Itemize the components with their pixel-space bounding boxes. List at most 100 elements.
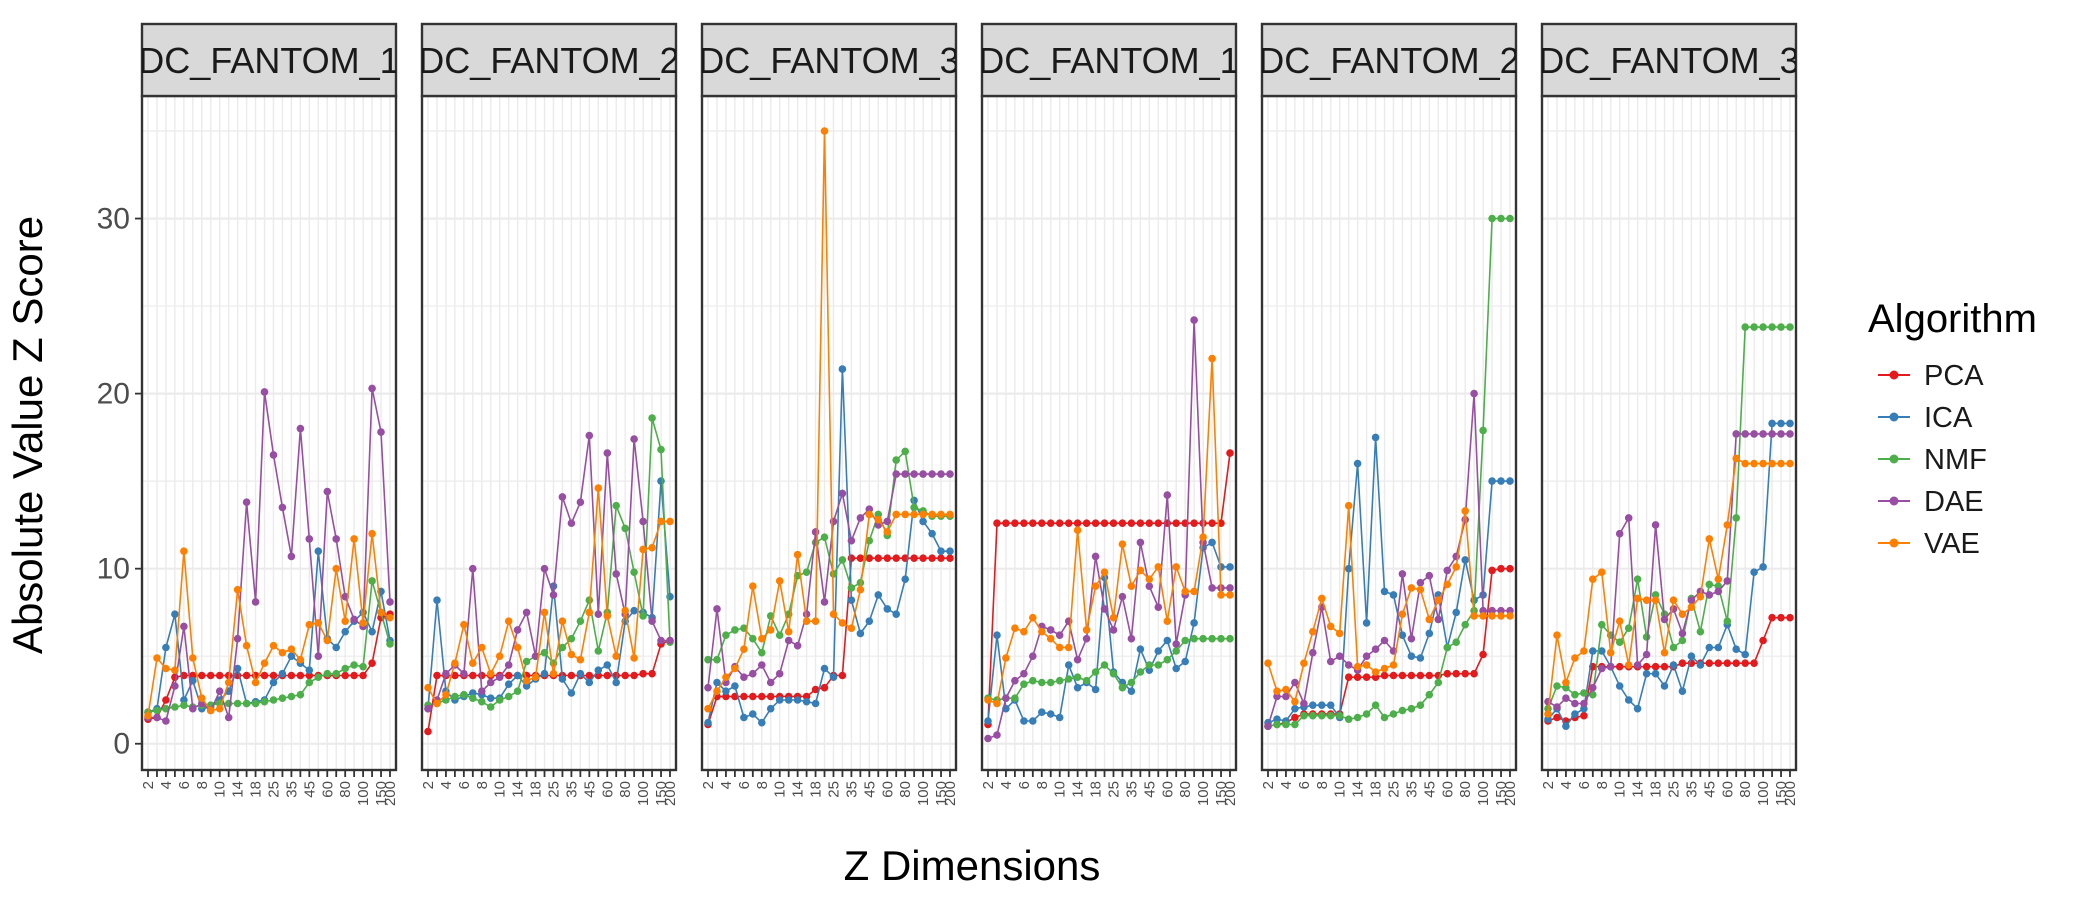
data-point-vae [377,608,385,617]
data-point-vae [1768,459,1776,468]
data-point-dae [314,652,323,660]
x-tick-label: 4 [718,781,735,789]
data-point-vae [549,669,558,678]
series-line-ica [427,481,671,709]
series-line-nmf [987,637,1230,701]
data-point-vae [594,484,603,492]
data-point-vae [838,619,847,627]
data-point-nmf [1598,620,1606,629]
data-point-vae [704,704,712,713]
data-point-ica [766,704,775,713]
data-point-pca [1190,519,1198,527]
data-point-vae [1687,603,1696,611]
x-tick-label: 100 [355,781,372,806]
data-point-ica [558,675,567,683]
data-point-vae [1571,654,1579,662]
data-point-ica [847,596,856,604]
data-point-pca [585,671,594,680]
data-point-nmf [540,648,549,657]
data-point-vae [892,510,900,519]
data-point-pca [1452,669,1460,678]
y-axis: 0 10 20 30 [97,203,142,761]
data-point-nmf [153,706,161,715]
data-point-nmf [901,447,909,456]
data-point-dae [1055,631,1064,639]
x-tick-label: 2 [140,781,157,789]
data-point-pca [1362,673,1371,681]
data-point-nmf [469,694,477,702]
data-point-dae [838,489,847,498]
data-point-ica [233,664,242,673]
data-point-vae [639,545,647,554]
x-tick-label: 35 [1403,781,1420,798]
data-point-vae [1309,627,1317,636]
series-line-vae [987,358,1230,705]
data-point-vae [576,655,585,664]
data-point-nmf [648,414,656,422]
facet-strip-title: DC_FANTOM_3 [1538,40,1799,81]
data-point-ica [305,666,314,674]
data-point-vae [865,510,874,519]
data-point-dae [368,384,376,393]
data-point-vae [1073,526,1082,534]
data-point-dae [811,528,820,536]
data-point-ica [332,643,341,652]
x-tick-label: 18 [248,781,265,798]
data-point-dae [1309,648,1317,657]
data-point-ica [1172,664,1180,673]
data-point-dae [1398,570,1407,578]
data-point-vae [1145,575,1154,583]
data-point-vae [1598,568,1606,576]
data-point-ica [946,547,954,555]
data-point-ica [341,627,350,636]
data-point-dae [1741,430,1749,438]
data-point-dae [1335,652,1344,660]
data-point-dae [1750,430,1758,438]
data-point-dae [1580,699,1588,708]
data-point-dae [793,641,802,650]
x-tick-label: 8 [754,781,771,789]
data-point-ica [1660,682,1669,690]
data-point-nmf [657,445,665,454]
data-point-nmf [1046,678,1055,687]
data-point-pca [1786,613,1794,622]
data-point-dae [1282,692,1290,701]
data-point-nmf [1038,678,1046,687]
data-point-nmf [442,696,450,704]
data-point-dae [865,505,874,513]
data-point-dae [1768,430,1776,438]
data-point-pca [910,554,918,562]
series-line-vae [147,533,391,716]
data-point-dae [332,535,341,543]
data-point-dae [928,470,936,478]
x-tick-label: 14 [1630,781,1647,798]
data-point-ica [1642,669,1651,678]
x-tick-label: 6 [1016,781,1033,789]
legend-label: VAE [1924,528,1980,560]
x-tick-label: 200 [1502,781,1519,806]
data-point-vae [1624,661,1633,669]
x-tick-label: 80 [897,781,914,798]
data-point-vae [603,612,612,620]
data-point-dae [1598,664,1606,673]
x-tick-label: 100 [1755,781,1772,806]
x-tick-label: 14 [1070,781,1087,798]
x-tick-label: 150 [1493,781,1510,806]
series-line-ica [1267,437,1510,724]
data-point-ica [1777,419,1785,428]
data-point-vae [1589,575,1597,583]
data-point-ica [874,591,883,599]
data-point-vae [180,547,188,555]
data-point-vae [1651,596,1660,604]
data-point-dae [749,669,757,678]
data-point-dae [1615,529,1624,538]
data-point-ica [1407,652,1416,660]
data-point-pca [1470,669,1478,678]
series-line-pca [1547,616,1790,722]
data-point-nmf [1678,636,1687,645]
data-point-nmf [758,648,766,657]
data-point-nmf [713,655,721,664]
data-point-vae [1217,591,1225,599]
data-point-dae [1425,571,1434,580]
data-point-pca [469,671,477,680]
